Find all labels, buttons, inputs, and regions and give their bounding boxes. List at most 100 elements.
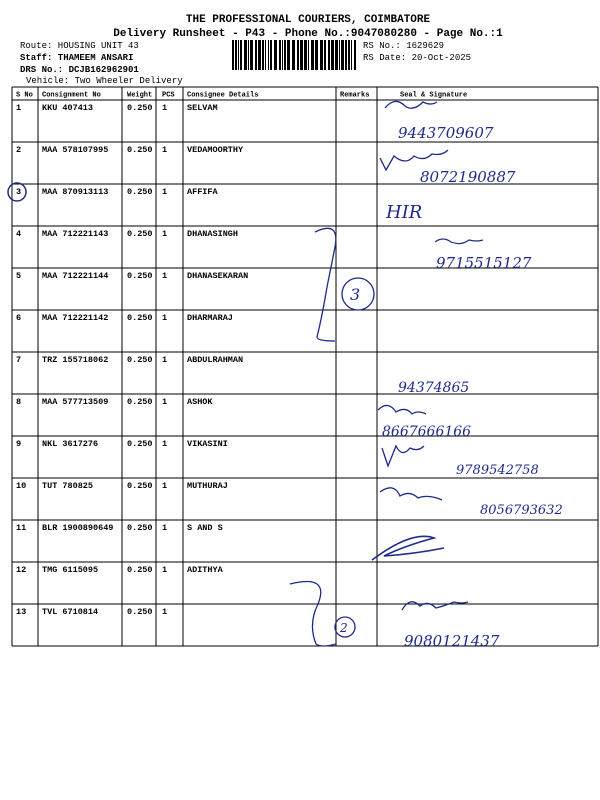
signature bbox=[434, 238, 484, 245]
cell: VEDAMOORTHY bbox=[187, 145, 244, 155]
bar bbox=[348, 40, 350, 70]
column-header: Consignment No bbox=[42, 92, 101, 100]
cell: 1 bbox=[162, 145, 167, 155]
cell: 0.250 bbox=[127, 439, 153, 449]
subtitle: Delivery Runsheet - P43 - Phone No.:9047… bbox=[113, 28, 503, 40]
cell: 1 bbox=[162, 187, 167, 197]
bar bbox=[341, 40, 344, 70]
bar bbox=[324, 40, 326, 70]
cell: 0.250 bbox=[127, 145, 153, 155]
bar bbox=[304, 40, 307, 70]
cell: DHANASEKARAN bbox=[187, 271, 248, 281]
cell: 0.250 bbox=[127, 355, 153, 365]
rs-no: RS No.: 1629629 bbox=[363, 41, 444, 51]
staff: Staff: THAMEEM ANSARI bbox=[20, 53, 133, 63]
cell: 1 bbox=[162, 355, 167, 365]
cell: MAA 712221142 bbox=[42, 313, 108, 323]
cell: MAA 712221143 bbox=[42, 229, 108, 239]
cell: TUT 780825 bbox=[42, 481, 93, 491]
cell: 1 bbox=[162, 271, 167, 281]
bar bbox=[328, 40, 330, 70]
cell: TVL 6710814 bbox=[42, 607, 98, 617]
cell: 1 bbox=[162, 565, 167, 575]
cell: 0.250 bbox=[127, 103, 153, 113]
cell: 1 bbox=[16, 103, 21, 113]
cell: AFFIFA bbox=[187, 187, 219, 197]
signature bbox=[379, 487, 443, 501]
cell: MAA 577713509 bbox=[42, 397, 108, 407]
cell: 5 bbox=[16, 271, 21, 281]
cell: 1 bbox=[162, 439, 167, 449]
bar bbox=[268, 40, 269, 70]
cell: MUTHURAJ bbox=[187, 481, 228, 491]
cell: 0.250 bbox=[127, 313, 153, 323]
cell: 1 bbox=[162, 397, 167, 407]
cell: 0.250 bbox=[127, 523, 153, 533]
drs: DRS No.: DCJB162962901 bbox=[20, 65, 139, 75]
bar bbox=[345, 40, 347, 70]
bar bbox=[300, 40, 303, 70]
circle bbox=[7, 182, 27, 202]
cell: 3 bbox=[16, 187, 21, 197]
handwritten-note: HIR bbox=[385, 202, 422, 223]
handwritten-note: 9443709607 bbox=[398, 124, 494, 142]
cell: 0.250 bbox=[127, 397, 153, 407]
cell: 0.250 bbox=[127, 481, 153, 491]
bar bbox=[292, 40, 295, 70]
cell: 1 bbox=[162, 607, 167, 617]
bar bbox=[287, 40, 290, 70]
cell: DHANASINGH bbox=[187, 229, 238, 239]
cell: KKU 407413 bbox=[42, 103, 93, 113]
cell: VIKASINI bbox=[187, 439, 228, 449]
cell: 1 bbox=[162, 481, 167, 491]
bracket bbox=[289, 580, 337, 647]
circle bbox=[334, 616, 356, 638]
handwritten-note: 9715515127 bbox=[436, 254, 532, 272]
cell: TMG 6115095 bbox=[42, 565, 98, 575]
cell: 7 bbox=[16, 355, 21, 365]
bar bbox=[238, 40, 239, 70]
cell: 11 bbox=[16, 523, 26, 533]
cell: 1 bbox=[162, 229, 167, 239]
bar bbox=[244, 40, 247, 70]
column-header: Remarks bbox=[340, 92, 369, 100]
cell: TRZ 155718062 bbox=[42, 355, 108, 365]
bracket bbox=[314, 227, 337, 342]
cell: 1 bbox=[162, 313, 167, 323]
bar bbox=[248, 40, 249, 70]
bar bbox=[258, 40, 261, 70]
cell: 0.250 bbox=[127, 607, 153, 617]
cell: 1 bbox=[162, 103, 167, 113]
rs-date: RS Date: 20-Oct-2025 bbox=[363, 53, 471, 63]
handwritten-note: 9080121437 bbox=[404, 632, 500, 650]
cell: 12 bbox=[16, 565, 26, 575]
bar bbox=[262, 40, 264, 70]
cell: S AND S bbox=[187, 523, 223, 533]
cell: 0.250 bbox=[127, 187, 153, 197]
cell: MAA 712221144 bbox=[42, 271, 108, 281]
cell: 4 bbox=[16, 229, 21, 239]
bar bbox=[311, 40, 314, 70]
cell: ASHOK bbox=[187, 397, 213, 407]
handwriting: 9443709607 8072190887 HIR 9715515127 3 943748… bbox=[7, 100, 563, 650]
cell: 1 bbox=[162, 523, 167, 533]
bar bbox=[265, 40, 266, 70]
handwritten-note: 9789542758 bbox=[456, 463, 539, 478]
bar bbox=[235, 40, 237, 70]
cell: DHARMARAJ bbox=[187, 313, 233, 323]
handwritten-note: 3 bbox=[350, 285, 360, 304]
bar bbox=[240, 40, 242, 70]
vehicle: Vehicle: Two Wheeler Delivery bbox=[26, 76, 183, 86]
column-header: S No bbox=[16, 92, 33, 100]
bar bbox=[354, 40, 356, 70]
route: Route: HOUSING UNIT 43 bbox=[20, 41, 139, 51]
signature bbox=[371, 535, 445, 561]
bar bbox=[284, 40, 286, 70]
bar bbox=[297, 40, 299, 70]
bar bbox=[351, 40, 352, 70]
cell: ABDULRAHMAN bbox=[187, 355, 243, 365]
signature bbox=[401, 601, 469, 611]
bar bbox=[250, 40, 253, 70]
cell: MAA 870913113 bbox=[42, 187, 108, 197]
cell: MAA 578107995 bbox=[42, 145, 108, 155]
